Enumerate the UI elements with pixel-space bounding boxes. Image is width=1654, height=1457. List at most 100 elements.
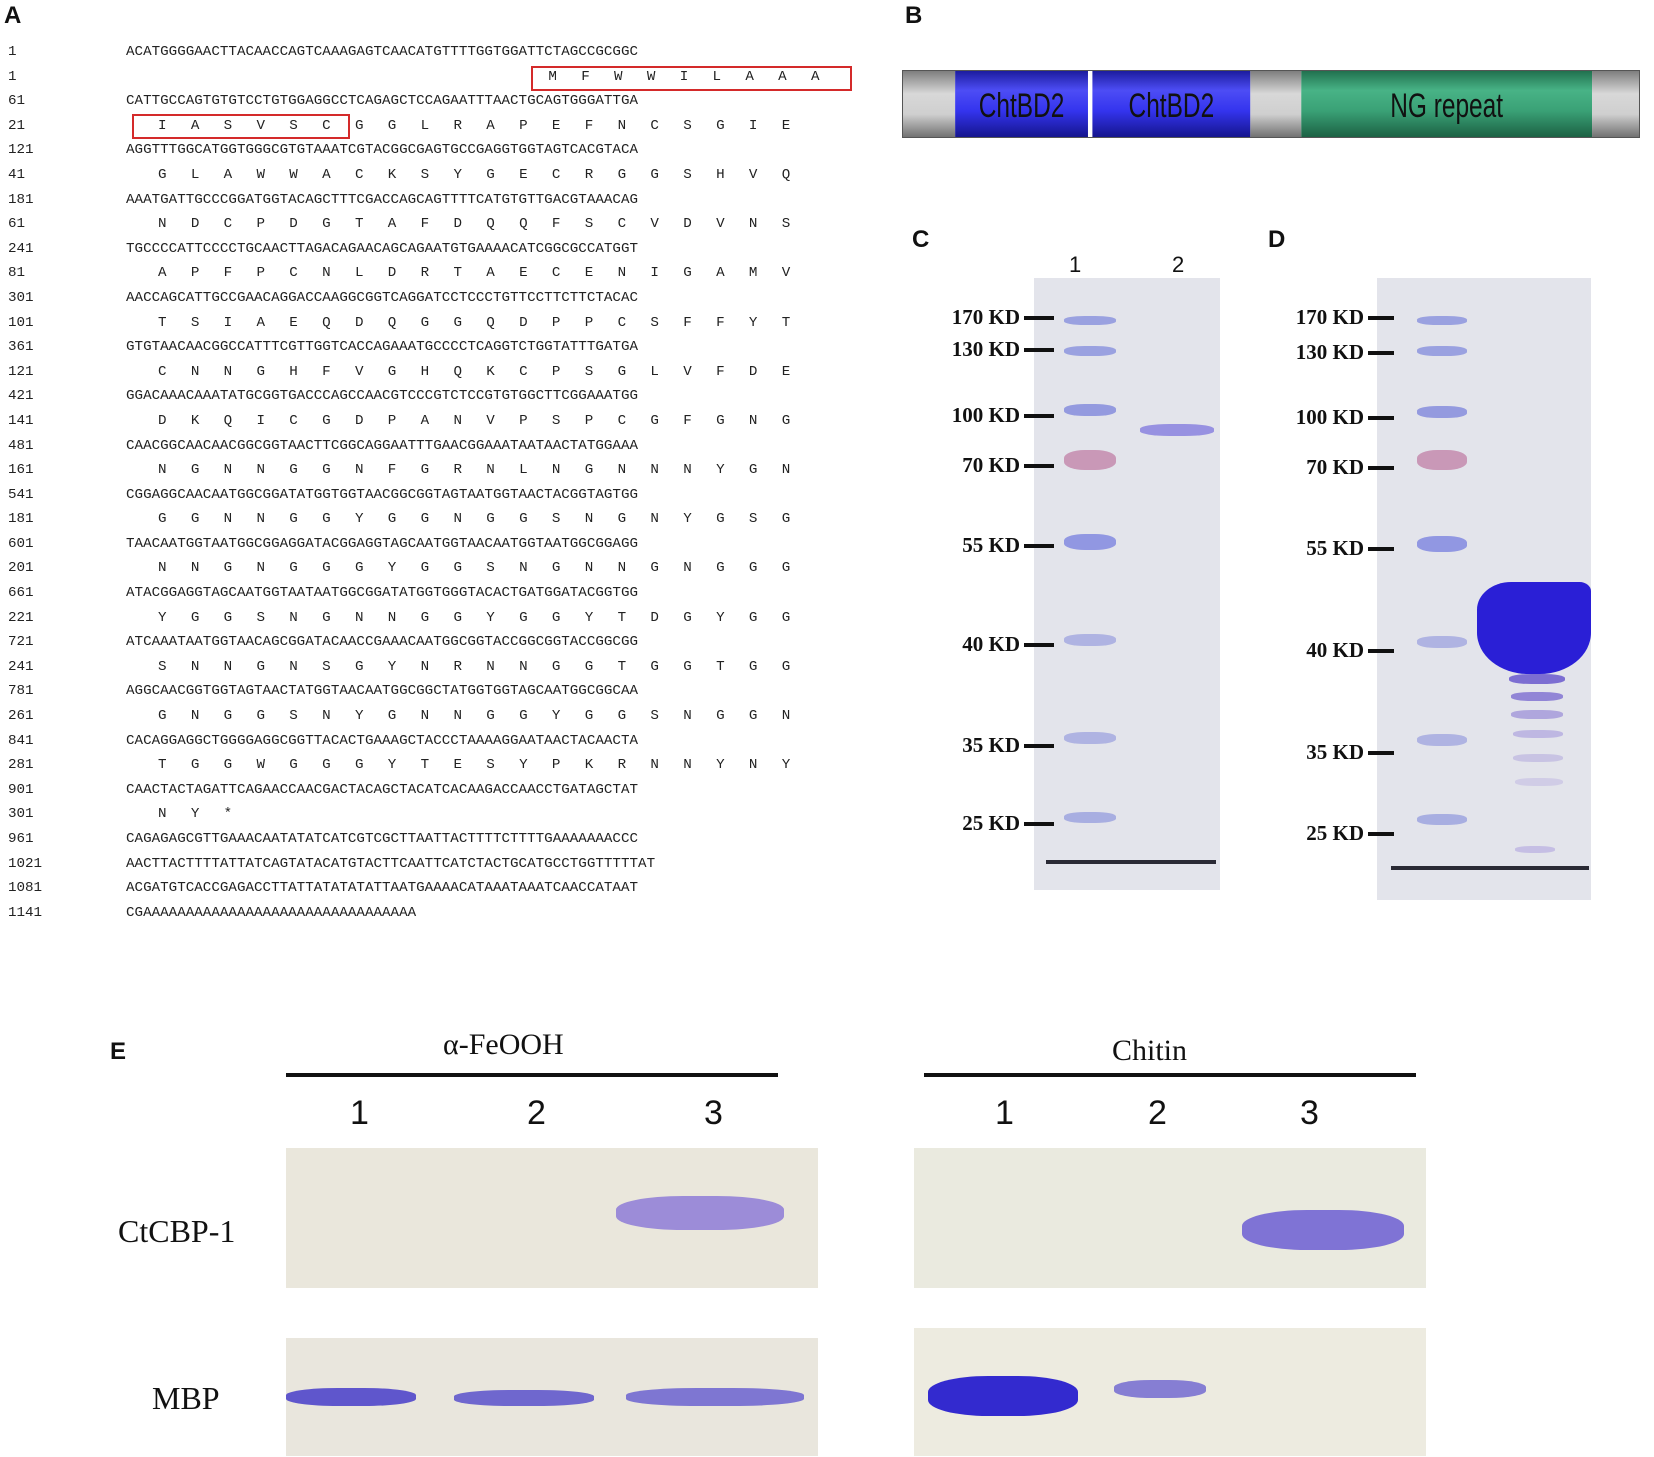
band-fe-lane2-mbp: [454, 1390, 594, 1406]
position-number: 481: [8, 437, 34, 454]
nucleotide-sequence: GGACAAACAAATATGCGGTGACCCAGCCAACGTCCCGTCT…: [126, 388, 639, 405]
domain-segment-linker: [1250, 70, 1302, 138]
sample-band-smear-6: [1515, 778, 1563, 786]
panel-label-a: A: [4, 2, 22, 29]
amino-acid-sequence: D K Q I C G D P A N V P S P C G F G N G: [158, 412, 791, 429]
nucleotide-sequence: CGGAGGCAACAATGGCGGATATGGTGGTAACGGCGGTAGT…: [126, 486, 639, 503]
amino-acid-sequence: T S I A E Q D Q G G Q D P P C S F F Y T: [158, 314, 791, 331]
fe-lane-2: 2: [527, 1094, 546, 1132]
marker-label: 40 KD: [1306, 638, 1364, 662]
marker-tick: [1368, 316, 1394, 320]
signal-peptide-box-1: [531, 66, 852, 91]
marker-label: 55 KD: [962, 533, 1020, 557]
domain-outline: [902, 70, 1640, 138]
domain-label: ChtBD2: [1129, 87, 1215, 125]
band-fe-lane3-mbp: [626, 1388, 804, 1406]
sample-band-smear-3: [1511, 710, 1563, 719]
position-number: 181: [8, 511, 34, 528]
amino-acid-sequence: M F W W I L A A A: [548, 68, 820, 85]
chitin-lane-2: 2: [1148, 1094, 1167, 1132]
position-number: 1: [8, 68, 17, 85]
ladder-band-35: [1417, 734, 1467, 746]
position-number: 181: [8, 191, 34, 208]
group-rule-chitin: [924, 1073, 1416, 1077]
position-number: 121: [8, 363, 34, 380]
position-number: 241: [8, 658, 34, 675]
ladder-band-170: [1417, 316, 1467, 325]
marker-tick: [1024, 643, 1054, 647]
strip-fe-mbp: [286, 1338, 818, 1456]
nucleotide-sequence: ACGATGTCACCGAGACCTTATTATATATATTAATGAAAAC…: [126, 880, 639, 897]
strip-fe-ctcbp1: [286, 1148, 818, 1288]
position-number: 901: [8, 781, 34, 798]
nucleotide-sequence: CAGAGAGCGTTGAAACAATATATCATCGTCGCTTAATTAC…: [126, 831, 639, 847]
position-number: 961: [8, 831, 34, 847]
group-rule-fe: [286, 1073, 778, 1077]
fe-lane-1: 1: [350, 1094, 369, 1132]
ladder-band-40: [1417, 636, 1467, 648]
nucleotide-sequence: TGCCCCATTCCCCTGCAACTTAGACAGAACAGCAGAATGT…: [126, 240, 639, 257]
nucleotide-sequence: AACCAGCATTGCCGAACAGGACCAAGGCGGTCAGGATCCT…: [126, 289, 639, 306]
nucleotide-sequence: GTGTAACAACGGCCATTTCGTTGGTCACCAGAAATGCCCC…: [126, 339, 639, 356]
marker-tick: [1024, 464, 1054, 468]
marker-tick: [1368, 751, 1394, 755]
position-number: 161: [8, 462, 34, 479]
position-number: 841: [8, 732, 34, 749]
sample-band-smear-2: [1511, 692, 1563, 701]
band-chitin-lane1-mbp: [928, 1376, 1078, 1416]
marker-label: 70 KD: [1306, 455, 1364, 479]
nucleotide-sequence: ACATGGGGAACTTACAACCAGTCAAAGAGTCAACATGTTT…: [126, 44, 639, 60]
sample-band-smear-7: [1515, 846, 1555, 853]
marker-label: 100 KD: [1295, 405, 1364, 429]
position-number: 721: [8, 634, 34, 651]
position-number: 241: [8, 240, 34, 257]
marker-label: 130 KD: [951, 337, 1020, 361]
chitin-lane-1: 1: [995, 1094, 1014, 1132]
nucleotide-sequence: ATACGGAGGTAGCAATGGTAATAATGGCGGATATGGTGGG…: [126, 585, 639, 602]
position-number: 361: [8, 339, 34, 356]
sample-band-smear-4: [1513, 730, 1563, 738]
position-number: 541: [8, 486, 34, 503]
group-title-fe: α-FeOOH: [443, 1028, 564, 1061]
amino-acid-sequence: T G G W G G G Y T E S Y P K R N N Y N Y: [158, 757, 791, 774]
nucleotide-sequence: AAATGATTGCCCGGATGGTACAGCTTTCGACCAGCAGTTT…: [126, 191, 639, 208]
amino-acid-sequence: A P F P C N L D R T A E C E N I G A M V: [158, 265, 791, 282]
marker-tick: [1024, 348, 1054, 352]
ladder-band-100: [1417, 406, 1467, 418]
domain-segment-ng: [1301, 70, 1593, 138]
position-number: 421: [8, 388, 34, 405]
panel-label-c: C: [912, 226, 930, 253]
amino-acid-sequence: G L A W W A C K S Y G E C R G G S H V Q: [158, 166, 791, 183]
position-number: 601: [8, 535, 34, 552]
ladder-band-130: [1064, 346, 1116, 356]
position-number: 21: [8, 117, 26, 134]
nucleotide-sequence: CACAGGAGGCTGGGGAGGCGGTTACACTGAAAGCTACCCT…: [126, 732, 639, 749]
nucleotide-sequence: AACTTACTTTTATTATCAGTATACATGTACTTCAATTCAT…: [126, 855, 656, 872]
marker-label: 25 KD: [962, 811, 1020, 835]
strip-chitin-mbp: [914, 1328, 1426, 1456]
ladder-band-40: [1064, 634, 1116, 646]
marker-tick: [1024, 744, 1054, 748]
ladder-band-25: [1417, 814, 1467, 825]
nucleotide-sequence: ATCAAATAATGGTAACAGCGGATACAACCGAAACAATGGC…: [126, 634, 639, 651]
marker-label: 35 KD: [962, 733, 1020, 757]
position-number: 1081: [8, 880, 43, 897]
marker-label: 55 KD: [1306, 536, 1364, 560]
fe-lane-3: 3: [704, 1094, 723, 1132]
position-number: 1: [8, 44, 17, 60]
position-number: 121: [8, 142, 34, 159]
marker-tick: [1024, 316, 1054, 320]
gel-c-lane-2: 2: [1172, 252, 1185, 277]
nucleotide-sequence: CATTGCCAGTGTGTCCTGTGGAGGCCTCAGAGCTCCAGAA…: [126, 93, 639, 110]
position-number: 141: [8, 412, 34, 429]
marker-tick: [1368, 832, 1394, 836]
strip-chitin-ctcbp1: [914, 1148, 1426, 1288]
marker-tick: [1368, 351, 1394, 355]
marker-tick: [1368, 416, 1394, 420]
marker-tick: [1024, 544, 1054, 548]
ladder-band-70: [1064, 450, 1116, 470]
marker-label: 170 KD: [1295, 305, 1364, 329]
sample-band-lane-2: [1140, 424, 1214, 436]
position-number: 61: [8, 93, 26, 110]
band-chitin-lane2-mbp: [1114, 1380, 1206, 1398]
